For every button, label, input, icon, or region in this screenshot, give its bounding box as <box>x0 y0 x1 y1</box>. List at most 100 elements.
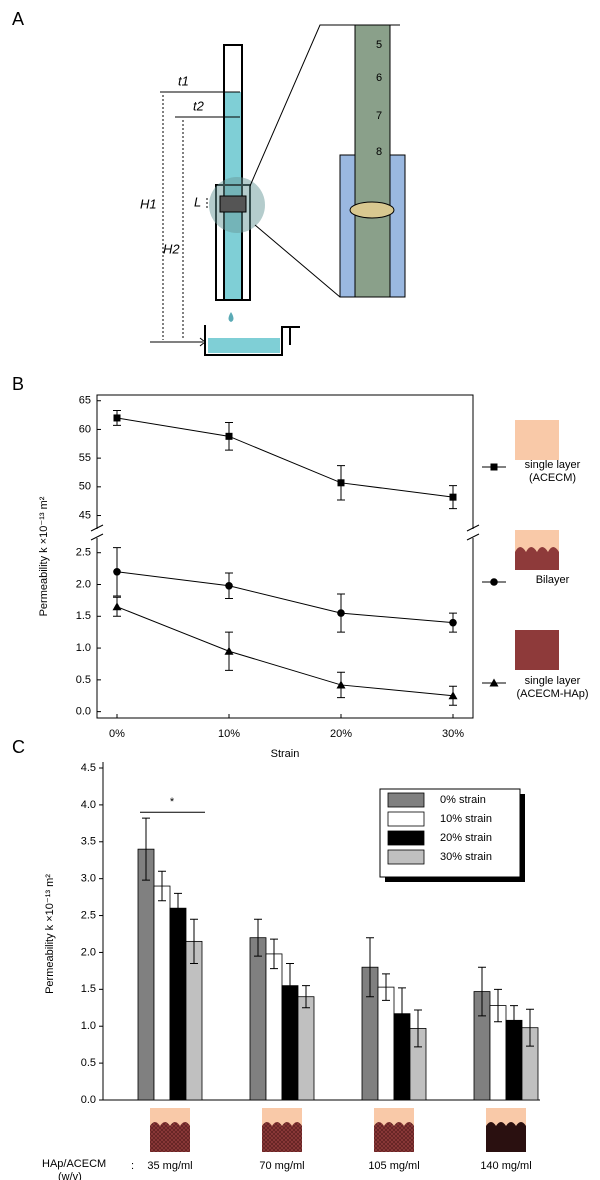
y-axis-label: Permeability k ×10⁻¹³ m² <box>38 496 50 616</box>
legend-label: Bilayer <box>535 574 570 586</box>
error-bar <box>478 966 486 1017</box>
y-tick-label: 1.0 <box>81 1020 96 1032</box>
x-tick-label: 20% <box>330 728 352 740</box>
legend-swatch <box>387 792 425 808</box>
legend-label: 0% strain <box>440 794 486 806</box>
marker <box>449 618 457 627</box>
legend-label-box: Bilayer <box>535 574 570 586</box>
y-tick-label: 65 <box>79 395 91 407</box>
series-line <box>116 417 454 498</box>
y-tick-label: 1.5 <box>76 610 91 622</box>
marker <box>490 463 498 471</box>
marker <box>337 609 345 617</box>
legend-swatch <box>387 811 425 827</box>
y-tick-label: 60 <box>79 423 91 435</box>
bar <box>153 885 171 1101</box>
error-bar <box>270 938 278 970</box>
error-bar <box>142 817 150 881</box>
panel-label: C <box>12 737 25 757</box>
x-axis-label: Strain <box>271 748 300 760</box>
y-tick-label: 0.5 <box>81 1057 96 1069</box>
x-axis-unit: (w/v) <box>58 1171 82 1180</box>
marker <box>112 602 122 611</box>
marker <box>113 567 121 576</box>
y-tick-label: 2.5 <box>76 547 91 559</box>
marker <box>225 432 233 440</box>
bar <box>169 907 187 1101</box>
legend-label: 20% strain <box>440 832 492 844</box>
y-tick-label: 55 <box>79 452 91 464</box>
y-tick-label: 50 <box>79 481 91 493</box>
error-bar <box>190 918 198 965</box>
error-bar <box>382 973 390 1001</box>
marker <box>490 578 498 586</box>
axis-break <box>466 524 480 541</box>
scale-mark: 5 <box>376 39 382 51</box>
diagram-label: H1 <box>140 196 157 211</box>
diagram-label: L <box>194 194 201 209</box>
y-tick-label: 1.0 <box>76 642 91 654</box>
y-tick-label: 1.5 <box>81 983 96 995</box>
bar <box>297 996 315 1101</box>
bar <box>185 940 203 1101</box>
marker <box>224 646 234 655</box>
y-tick-label: 2.0 <box>76 578 91 590</box>
error-bar <box>398 987 406 1040</box>
panel-label: A <box>12 9 24 29</box>
error-bar <box>414 1009 422 1048</box>
bar <box>249 937 267 1101</box>
separator: : <box>131 1160 134 1172</box>
legend-label: 30% strain <box>440 851 492 863</box>
apparatus <box>150 24 406 356</box>
axis-break-gap <box>91 529 479 538</box>
error-bar <box>494 988 502 1023</box>
marker <box>489 678 499 687</box>
marker <box>337 479 345 487</box>
annotation: * <box>170 796 175 808</box>
scale-mark: 7 <box>376 110 382 122</box>
sample-swatch <box>150 1108 526 1152</box>
y-tick-label: 2.5 <box>81 909 96 921</box>
y-axis-label: Permeability k ×10⁻¹³ m² <box>44 874 56 994</box>
diagram-label: t1 <box>178 73 189 88</box>
x-axis-label: HAp/ACECM <box>42 1158 106 1170</box>
bar <box>377 986 395 1101</box>
y-tick-label: 3.5 <box>81 836 96 848</box>
y-tick-label: 0.5 <box>76 674 91 686</box>
error-bar <box>526 1008 534 1047</box>
legend-swatch <box>387 830 425 846</box>
bar <box>137 848 155 1101</box>
y-tick-label: 3.0 <box>81 873 96 885</box>
x-tick-label: 10% <box>218 728 240 740</box>
x-tick-label: 0% <box>109 728 125 740</box>
error-bar <box>254 918 262 957</box>
x-tick-label: 35 mg/ml <box>147 1160 192 1172</box>
x-tick-label: 70 mg/ml <box>259 1160 304 1172</box>
diagram-label: H2 <box>163 241 180 256</box>
y-tick-label: 0.0 <box>76 706 91 718</box>
plot-frame <box>96 394 474 719</box>
series-line <box>116 606 454 697</box>
bar <box>265 953 283 1101</box>
x-tick-label: 105 mg/ml <box>368 1160 419 1172</box>
legend-label: 10% strain <box>440 813 492 825</box>
marker <box>113 414 121 422</box>
error-bar <box>302 985 310 1009</box>
y-tick-label: 4.5 <box>81 762 96 774</box>
legend-swatch <box>387 849 425 865</box>
series-line <box>116 571 454 624</box>
scale-mark: 8 <box>376 146 382 158</box>
panel-label: B <box>12 374 24 394</box>
marker <box>225 581 233 590</box>
error-bar <box>174 892 182 924</box>
legend-label-box: single layer (ACECM-HAp) <box>516 675 588 700</box>
axis-break <box>90 524 104 541</box>
x-tick-label: 30% <box>442 728 464 740</box>
y-tick-label: 45 <box>79 509 91 521</box>
scale-mark: 6 <box>376 72 382 84</box>
marker <box>336 680 346 689</box>
x-tick-label: 140 mg/ml <box>480 1160 531 1172</box>
error-bar <box>158 870 166 902</box>
y-tick-label: 2.0 <box>81 946 96 958</box>
